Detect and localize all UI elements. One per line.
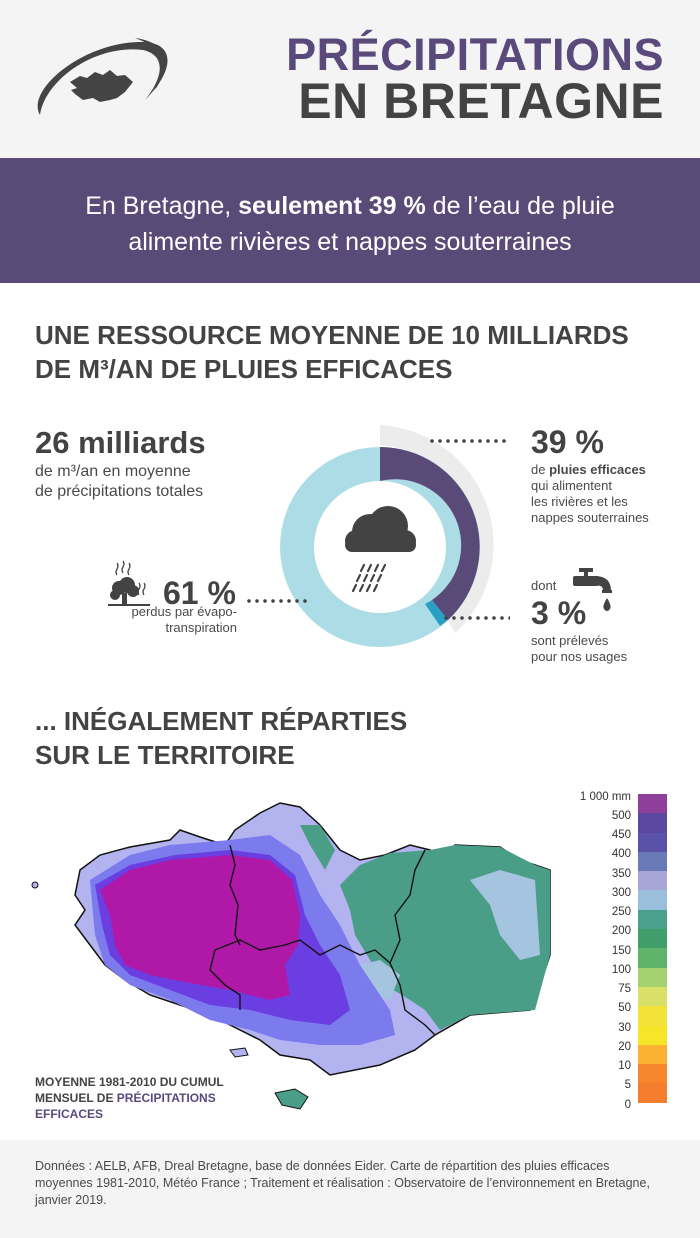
sources-text: Données : AELB, AFB, Dreal Bretagne, bas… (35, 1159, 650, 1207)
brittany-precipitation-map (31, 802, 551, 1110)
page-title: PRÉCIPITATIONS EN BRETAGNE (286, 29, 664, 129)
dont-label: dont (531, 578, 557, 593)
legend-swatch (638, 890, 667, 910)
legend-swatch (638, 929, 667, 949)
legend-swatch (638, 794, 667, 814)
total-precip-label: de m³/an en moyenne de précipitations to… (35, 463, 204, 500)
legend-swatch (638, 851, 667, 872)
legend-swatch (638, 1044, 667, 1065)
legend-swatch (638, 1064, 667, 1084)
title-line-2: EN BRETAGNE (298, 73, 664, 129)
leader-39 (428, 438, 510, 444)
evapo-percent: 61 % (163, 575, 236, 611)
rain-cloud-icon (345, 506, 416, 552)
efficaces-segment (380, 447, 480, 620)
legend-swatch (638, 1006, 667, 1026)
prelevement-label: sont prélevés pour nos usages (531, 633, 628, 664)
legend-swatch (638, 967, 667, 987)
intro-banner: En Bretagne, seulement 39 % de l’eau de … (0, 158, 700, 283)
title-line-1: PRÉCIPITATIONS (286, 29, 664, 80)
total-precip-value: 26 milliards (35, 425, 206, 460)
legend-swatch (638, 871, 667, 891)
leader-61 (245, 598, 307, 604)
banner-highlight: seulement 39 % (238, 192, 426, 220)
evapo-label: perdus par évapo- transpiration (131, 604, 237, 635)
section-2-heading: ... INÉGALEMENT RÉPARTIES SUR LE TERRITO… (35, 706, 408, 770)
efficaces-percent: 39 % (531, 424, 604, 460)
rain-distribution-donut (280, 425, 494, 647)
leader-3 (442, 615, 510, 621)
brittany-orbit-logo-icon (37, 38, 168, 115)
legend-swatch (638, 1083, 667, 1103)
sources-footer: Données : AELB, AFB, Dreal Bretagne, bas… (0, 1140, 700, 1238)
map-caption: MOYENNE 1981-2010 DU CUMUL MENSUEL DE PR… (35, 1075, 224, 1121)
efficaces-label: de pluies efficaces qui alimentent les r… (531, 462, 649, 525)
precipitation-legend: 1 000 mm 500 450 400 350 300 250 200 150… (565, 788, 675, 1111)
header: PRÉCIPITATIONS EN BRETAGNE (0, 0, 700, 157)
water-tap-icon (573, 568, 612, 611)
legend-swatch (638, 909, 667, 930)
banner-line-1: En Bretagne, seulement 39 % de l’eau de … (85, 192, 615, 220)
legend-swatch (638, 832, 667, 852)
section-1-heading: UNE RESSOURCE MOYENNE DE 10 MILLIARDS DE… (35, 320, 629, 384)
legend-color-bar (638, 794, 667, 1103)
banner-line-2: alimente rivières et nappes souterraines (128, 228, 572, 256)
prelevement-percent: 3 % (531, 595, 587, 631)
legend-swatch (638, 1025, 667, 1045)
legend-swatch (638, 948, 667, 968)
tree-evaporation-icon (108, 560, 150, 606)
legend-swatch (638, 986, 667, 1007)
legend-swatch (638, 813, 667, 833)
efficaces-outer-arc (380, 425, 494, 633)
